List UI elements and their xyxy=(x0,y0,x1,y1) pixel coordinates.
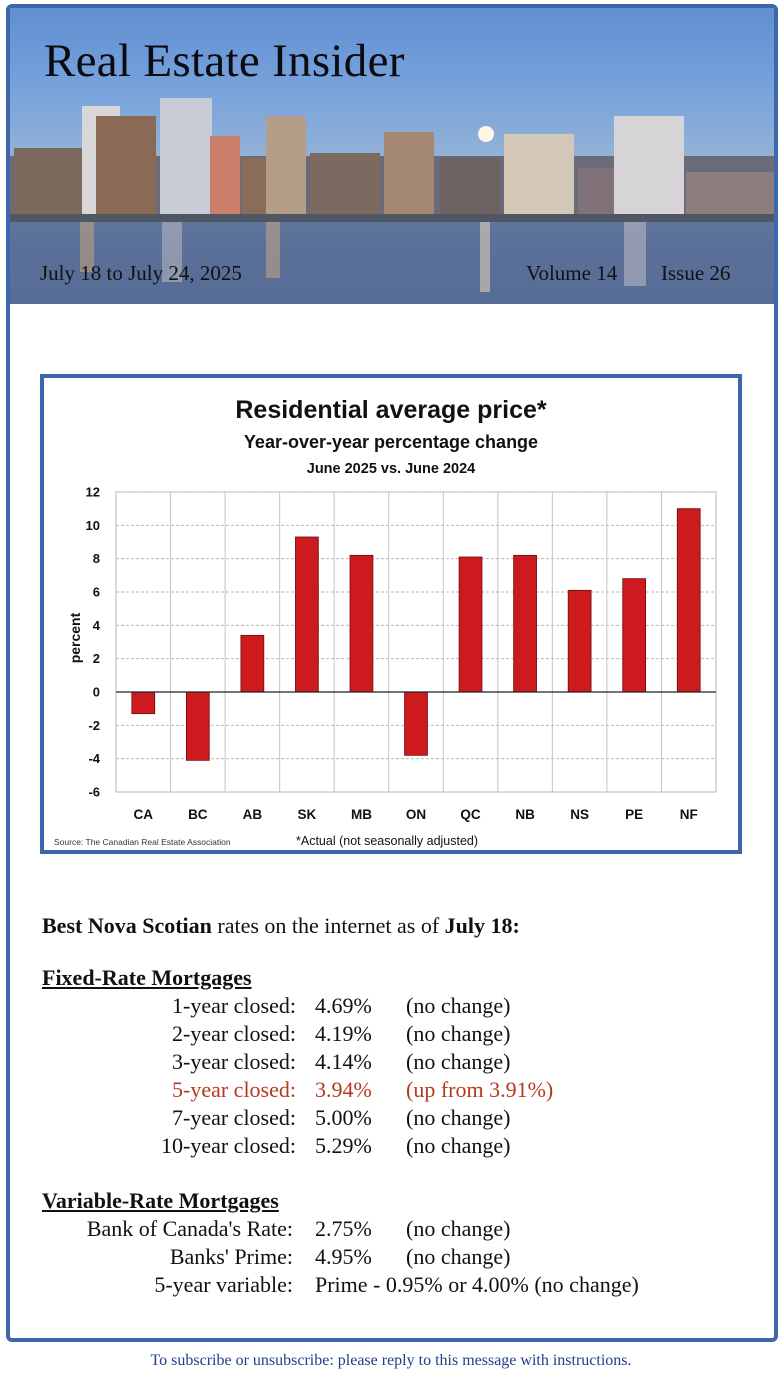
x-tick-label: SK xyxy=(298,807,317,822)
rates-intro-text: rates on the internet as of xyxy=(211,913,445,938)
rate-label: 7-year closed: xyxy=(172,1105,296,1130)
volume-number: Volume 14 xyxy=(526,261,618,285)
price-change-chart: Residential average price* Year-over-yea… xyxy=(40,374,742,854)
x-tick-label: MB xyxy=(351,807,372,822)
bar-on xyxy=(404,691,428,756)
rate-value: 5.29% xyxy=(315,1133,372,1158)
newsletter-title: Real Estate Insider xyxy=(44,35,405,87)
chart-date-subtitle: June 2025 vs. June 2024 xyxy=(307,461,475,477)
y-tick-label: 0 xyxy=(93,685,100,700)
chart-footnote: *Actual (not seasonally adjusted) xyxy=(296,834,478,848)
rate-label: 5-year variable: xyxy=(154,1272,293,1297)
date-range: July 18 to July 24, 2025 xyxy=(40,261,242,285)
y-tick-label: 6 xyxy=(93,585,100,600)
rate-label: Banks' Prime: xyxy=(169,1244,293,1269)
rate-value: 4.69% xyxy=(315,993,372,1018)
rate-change: (no change) xyxy=(406,1049,511,1074)
rate-change: (up from 3.91%) xyxy=(406,1077,554,1102)
y-tick-label: -6 xyxy=(88,785,100,800)
rate-value: 4.14% xyxy=(315,1049,372,1074)
x-tick-label: QC xyxy=(460,807,481,822)
fixed-rate-heading: Fixed-Rate Mortgages xyxy=(42,965,252,990)
bar-bc xyxy=(185,691,210,761)
y-tick-label: 10 xyxy=(86,518,100,533)
rate-label: 10-year closed: xyxy=(161,1133,296,1158)
chart-subtitle: Year-over-year percentage change xyxy=(244,432,538,452)
bar-nf xyxy=(676,508,701,693)
newsletter-frame: Real Estate Insider July 18 to July 24, … xyxy=(6,4,778,1342)
subscribe-footer: To subscribe or unsubscribe: please repl… xyxy=(150,1352,632,1369)
rate-change: (no change) xyxy=(406,993,511,1018)
issue-number: Issue 26 xyxy=(661,261,731,285)
bar-ab xyxy=(240,634,265,693)
rate-label: 3-year closed: xyxy=(172,1049,296,1074)
y-tick-label: -4 xyxy=(88,751,100,766)
rate-value: 3.94% xyxy=(315,1077,372,1102)
x-tick-label: AB xyxy=(243,807,263,822)
rate-change: (no change) xyxy=(406,1021,511,1046)
bar-mb xyxy=(349,554,374,693)
y-tick-label: -2 xyxy=(88,718,100,733)
chart-title: Residential average price* xyxy=(235,396,547,424)
bar-nb xyxy=(513,554,537,693)
rate-label: 2-year closed: xyxy=(172,1021,296,1046)
rate-value: 4.19% xyxy=(315,1021,372,1046)
rate-change: (no change) xyxy=(406,1244,511,1269)
y-tick-label: 12 xyxy=(86,485,100,500)
bar-sk xyxy=(295,536,319,693)
x-tick-label: NF xyxy=(680,807,698,822)
rate-change: (no change) xyxy=(406,1133,511,1158)
y-tick-label: 2 xyxy=(93,651,100,666)
x-tick-label: PE xyxy=(625,807,643,822)
x-tick-label: NS xyxy=(570,807,589,822)
x-tick-label: BC xyxy=(188,807,208,822)
x-tick-label: NB xyxy=(515,807,535,822)
rate-label: Bank of Canada's Rate: xyxy=(86,1216,293,1241)
bar-pe xyxy=(622,578,647,693)
y-tick-label: 4 xyxy=(93,618,101,633)
rate-label: 5-year closed: xyxy=(172,1077,296,1102)
y-axis-label: percent xyxy=(67,612,83,663)
rates-intro-region: Best Nova Scotian xyxy=(42,913,212,938)
rate-value: 4.95% xyxy=(315,1244,372,1269)
rate-label: 1-year closed: xyxy=(172,993,296,1018)
plot-area: 12 10 8 6 4 2 0 -2 -4 -6 CA BC AB SK MB ON QC NB NS PE NF xyxy=(86,485,717,822)
y-tick-label: 8 xyxy=(93,551,100,566)
rate-change: (no change) xyxy=(406,1216,511,1241)
chart-svg: Residential average price* Year-over-yea… xyxy=(54,396,717,848)
rate-value: Prime - 0.95% or 4.00% (no change) xyxy=(315,1272,639,1297)
rate-value: 5.00% xyxy=(315,1105,372,1130)
header-banner: Real Estate Insider July 18 to July 24, … xyxy=(10,8,774,304)
rate-change: (no change) xyxy=(406,1105,511,1130)
variable-rate-heading: Variable-Rate Mortgages xyxy=(42,1188,279,1213)
bar-ca xyxy=(131,691,156,715)
bar-ns xyxy=(567,589,592,693)
rates-intro: Best Nova Scotian rates on the internet … xyxy=(42,913,520,939)
rate-value: 2.75% xyxy=(315,1216,372,1241)
chart-source: Source: The Canadian Real Estate Associa… xyxy=(54,837,231,847)
rates-intro-date: July 18: xyxy=(444,913,520,938)
x-tick-label: ON xyxy=(406,807,426,822)
x-tick-label: CA xyxy=(134,807,154,822)
bar-qc xyxy=(458,556,483,693)
city-skyline-image xyxy=(10,98,774,304)
